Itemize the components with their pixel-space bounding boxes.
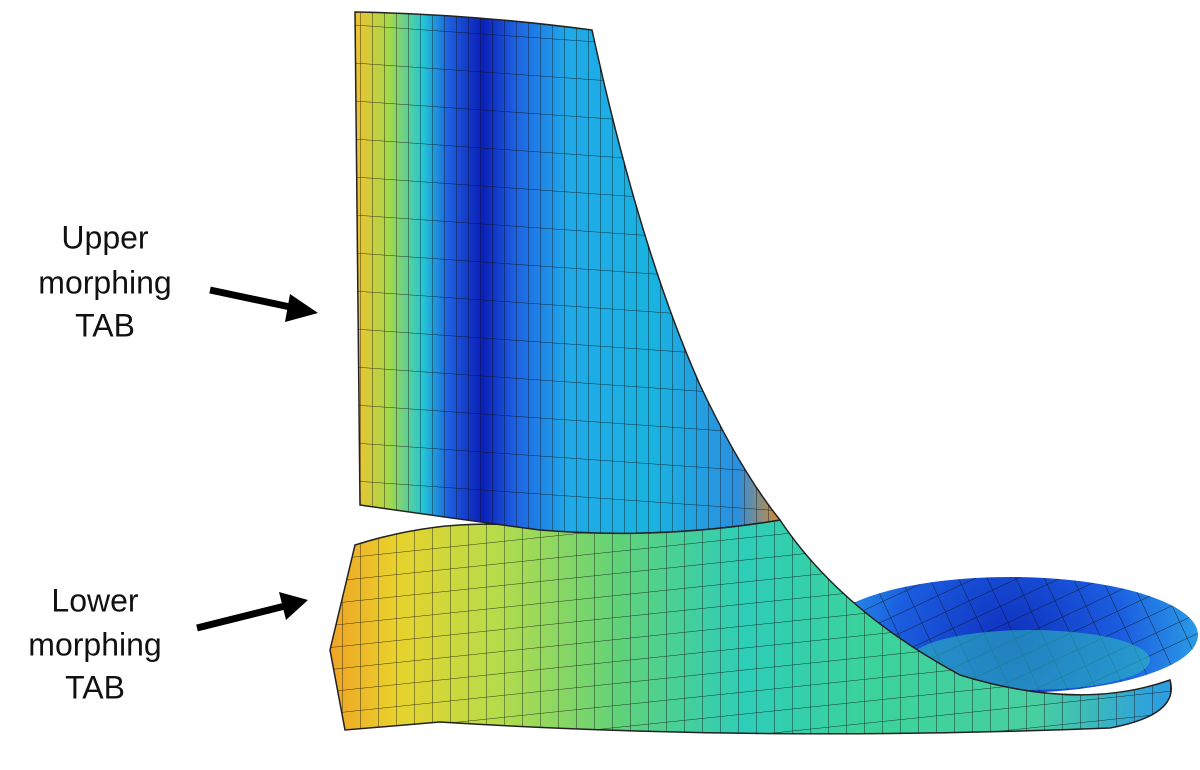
arrow <box>196 592 308 632</box>
label-line: morphing <box>28 626 161 662</box>
label-line: Lower <box>51 582 139 618</box>
label-line: TAB <box>65 669 125 705</box>
upper-surface <box>354 11 782 535</box>
label-line: TAB <box>75 307 135 343</box>
label-line: morphing <box>38 264 171 300</box>
arrow <box>209 286 318 322</box>
label-line: Upper <box>61 219 149 255</box>
